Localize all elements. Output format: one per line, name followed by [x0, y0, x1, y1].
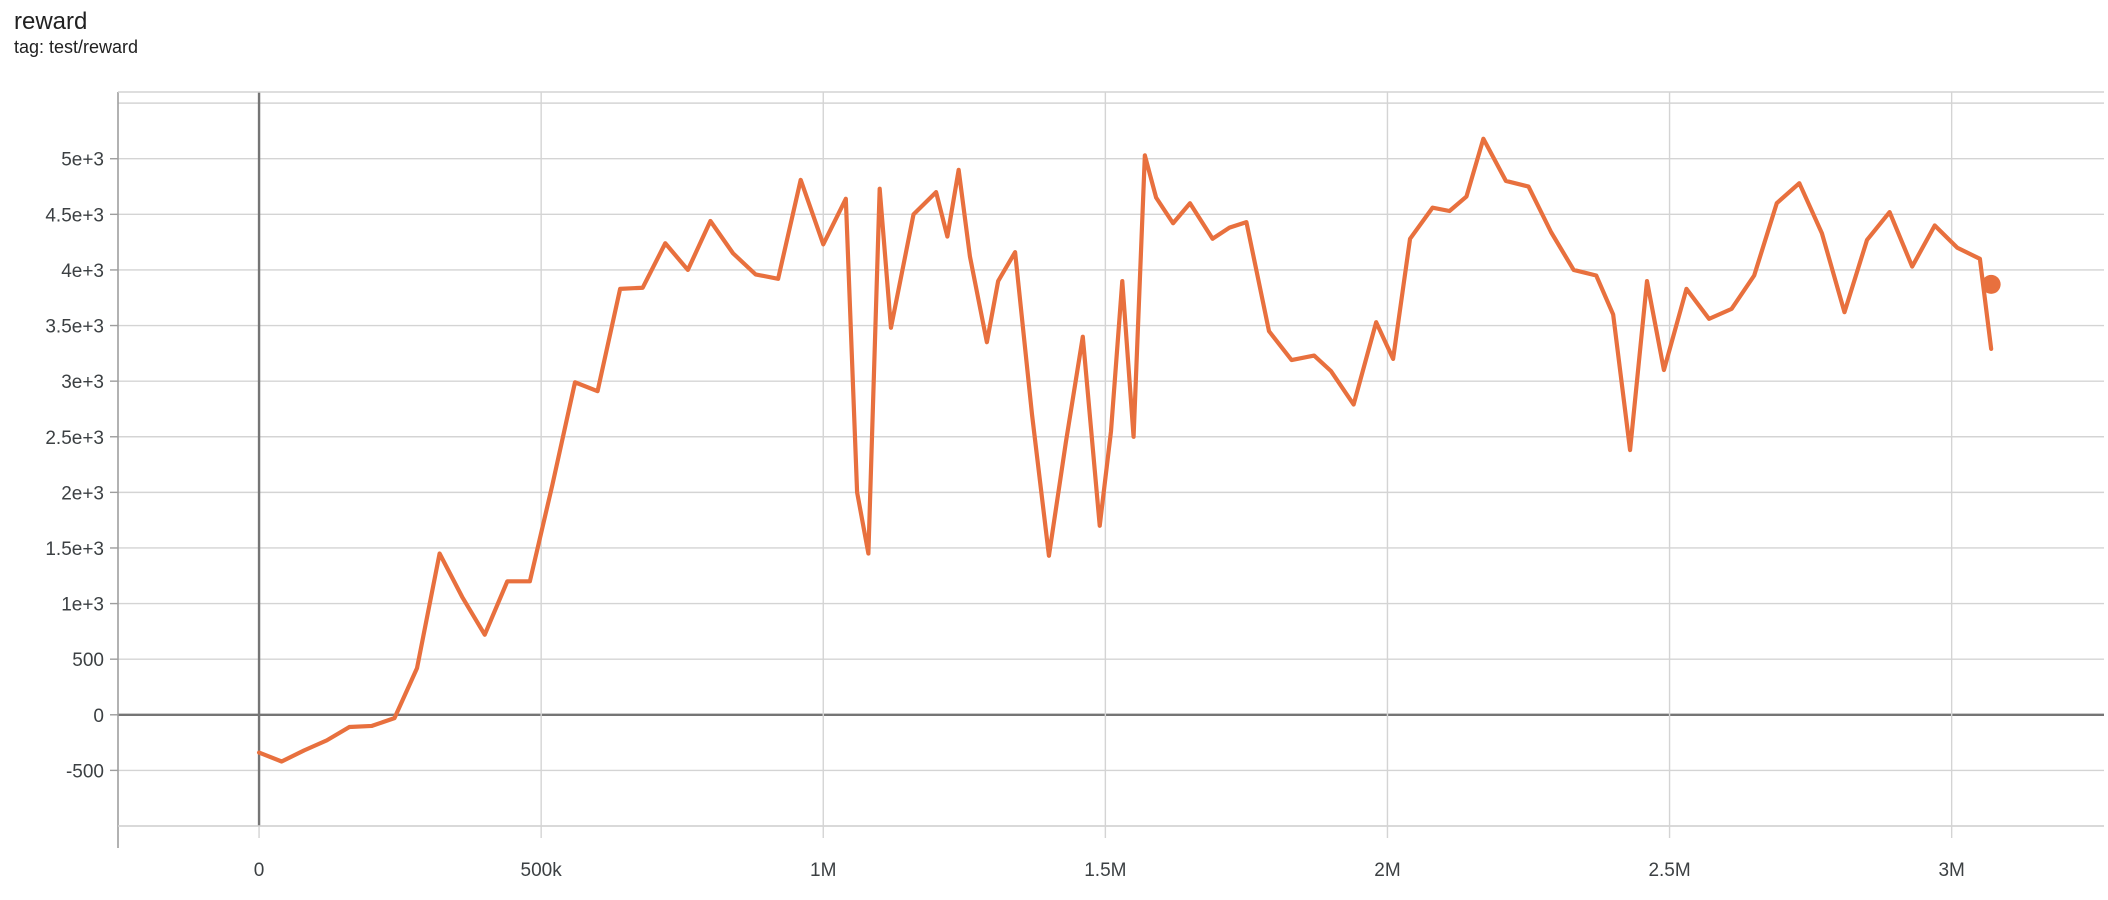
y-tick-label: 2.5e+3: [45, 428, 104, 449]
page-title: reward: [14, 8, 88, 35]
y-tick-label: 1.5e+3: [45, 539, 104, 560]
chart-header: reward tag: test/reward: [14, 8, 138, 58]
y-tick-label: 3e+3: [61, 372, 104, 393]
y-tick-label: 500: [72, 650, 104, 671]
y-tick-label: -500: [66, 761, 104, 782]
y-tick-label: 1e+3: [61, 595, 104, 616]
x-tick-label: 0: [254, 860, 265, 881]
x-tick-label: 2.5M: [1648, 860, 1690, 881]
y-tick-label: 4.5e+3: [45, 205, 104, 226]
vertical-gridlines: [257, 92, 1953, 826]
x-tick-label: 1.5M: [1084, 860, 1126, 881]
series-line-test-reward[interactable]: [256, 136, 1994, 764]
x-tick-label: 2M: [1374, 860, 1400, 881]
y-tick-label: 5e+3: [61, 150, 104, 171]
y-tick-label: 2e+3: [61, 483, 104, 504]
axis-lines: [117, 91, 2104, 848]
corner-decoration-clip: [0, 856, 140, 900]
series-endpoint-marker[interactable]: [1981, 274, 2001, 294]
chart-subtitle-tag: tag: test/reward: [14, 37, 139, 57]
y-tick-label: 0: [93, 706, 104, 727]
y-axis-tick-labels: 5e+3 4.5e+3 4e+3 3.5e+3 3e+3 2.5e+3 2e+3 1.5e+3…: [45, 150, 118, 782]
last-point-marker[interactable]: [1981, 274, 2001, 294]
x-tick-label: 1M: [810, 860, 836, 881]
data-series-group[interactable]: [256, 136, 1994, 764]
horizontal-gridlines: [118, 102, 2104, 827]
y-tick-label: 4e+3: [61, 261, 104, 282]
x-axis-tick-labels: 0 500k 1M 1.5M 2M 2.5M 3M: [254, 826, 1965, 881]
x-tick-label: 500k: [521, 860, 563, 881]
y-tick-label: 3.5e+3: [45, 317, 104, 338]
x-tick-label: 3M: [1938, 860, 1964, 881]
